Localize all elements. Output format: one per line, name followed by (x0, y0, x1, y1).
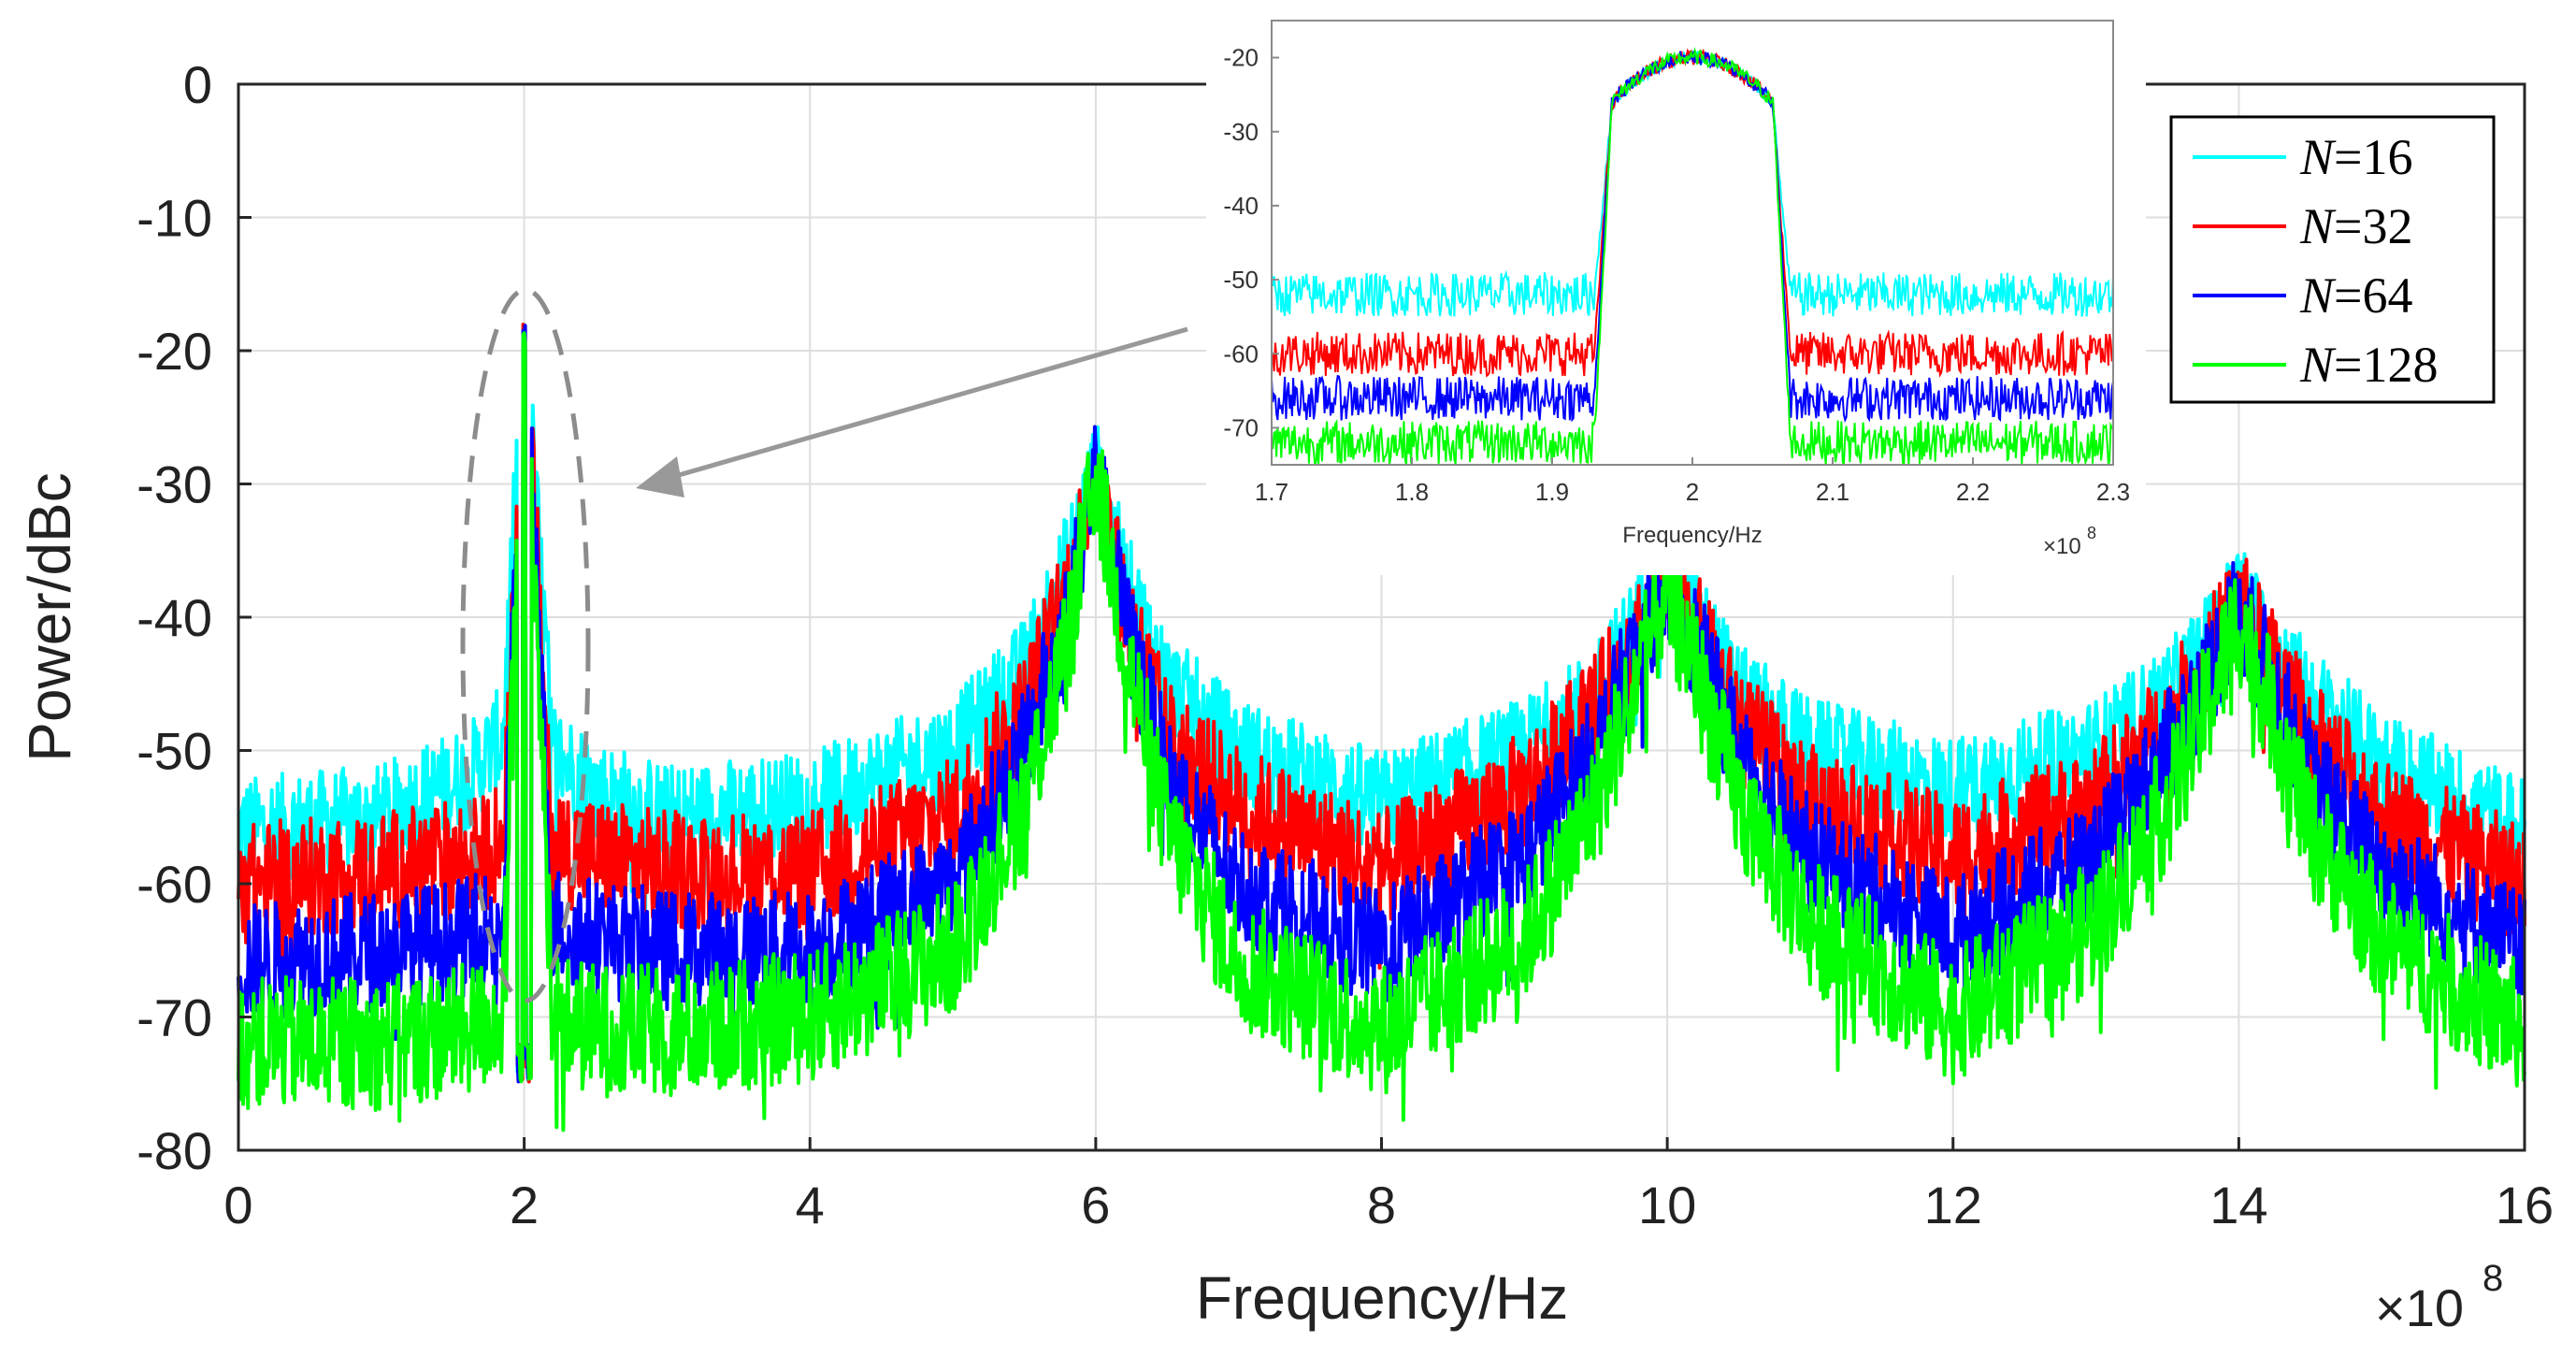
inset-x-axis-label: Frequency/Hz (1622, 523, 1762, 548)
inset-x-ticks: 1.7 1.8 1.9 2 2.1 2.2 2.3 (1255, 457, 2130, 506)
y-tick-label: -30 (137, 455, 212, 514)
inset-x-tick-label: 1.8 (1395, 478, 1429, 506)
main-x-multiplier-base: ×10 (2375, 1278, 2464, 1337)
y-tick-label: -60 (137, 855, 212, 914)
inset-x-multiplier-exponent: 8 (2087, 524, 2096, 542)
inset-x-tick-label: 1.9 (1535, 478, 1569, 506)
main-x-axis-label: Frequency/Hz (1196, 1264, 1568, 1332)
inset-y-tick-label: -70 (1223, 413, 1259, 441)
y-tick-label: -70 (137, 988, 212, 1047)
inset-x-tick-label: 2.3 (2096, 478, 2130, 506)
y-tick-label: -80 (137, 1121, 212, 1180)
x-tick-label: 10 (1638, 1176, 1696, 1234)
inset-y-tick-label: -40 (1223, 192, 1259, 220)
inset-y-tick-label: -30 (1223, 118, 1259, 146)
inset-series-group (1271, 47, 2114, 467)
y-tick-label: -20 (137, 322, 212, 381)
legend-entry: N=32 (2193, 198, 2413, 254)
y-tick-label: -10 (137, 189, 212, 248)
legend-entry: N=128 (2193, 337, 2439, 393)
x-tick-label: 4 (796, 1176, 825, 1234)
series-line-n128 (237, 331, 2526, 1132)
y-tick-label: 0 (183, 55, 212, 114)
series-line-n32 (237, 323, 2526, 1084)
y-tick-label: -50 (137, 722, 212, 781)
inset-x-tick-label: 2.2 (1956, 478, 1990, 506)
inset-x-multiplier-base: ×10 (2043, 534, 2081, 559)
series-line-n64 (237, 324, 2526, 1084)
main-y-axis-label: Power/dBc (16, 472, 83, 761)
x-tick-label: 8 (1367, 1176, 1396, 1234)
legend-entry: N=64 (2193, 267, 2413, 324)
legend-label-n32: N=32 (2299, 198, 2413, 254)
inset-series-line-n16 (1271, 50, 2114, 317)
legend-box (2169, 115, 2496, 404)
main-series-group (237, 323, 2526, 1132)
inset-y-tick-label: -60 (1223, 339, 1259, 368)
x-tick-label: 0 (223, 1176, 252, 1234)
legend-label-n64: N=64 (2299, 267, 2413, 324)
inset-x-tick-label: 1.7 (1255, 478, 1288, 506)
inset-series-line-n64 (1271, 50, 2114, 424)
inset-y-tick-label: -50 (1223, 266, 1259, 294)
x-tick-label: 12 (1924, 1176, 1982, 1234)
inset-x-tick-label: 2 (1686, 478, 1699, 506)
inset-y-tick-label: -20 (1223, 44, 1259, 72)
legend: N=16 N=32 N=64 N=128 (2169, 115, 2496, 404)
zoom-arrow (636, 326, 1188, 498)
inset-series-line-n128 (1271, 47, 2114, 467)
inset-x-tick-label: 2.1 (1816, 478, 1849, 506)
main-x-multiplier-exponent: 8 (2482, 1258, 2503, 1299)
x-tick-label: 6 (1081, 1176, 1110, 1234)
inset-plot-area (1272, 21, 2113, 465)
x-tick-label: 16 (2496, 1176, 2554, 1234)
inset-plot: 1.7 1.8 1.9 2 2.1 2.2 2.3 -20 -30 -40 -50 -60 -70 F… (1206, 14, 2146, 575)
y-tick-label: -40 (137, 588, 212, 647)
inset-y-ticks: -20 -30 -40 -50 -60 -70 (1223, 44, 1279, 441)
legend-label-n128: N=128 (2299, 337, 2439, 393)
highlight-ellipse (460, 287, 591, 1003)
legend-entry: N=16 (2193, 129, 2413, 185)
x-tick-label: 2 (510, 1176, 539, 1234)
inset-x-multiplier: ×10 8 (2043, 524, 2096, 559)
main-x-ticks: 0 2 4 6 8 10 12 14 16 (223, 1137, 2554, 1234)
x-tick-label: 14 (2209, 1176, 2267, 1234)
main-x-multiplier: ×10 8 (2375, 1258, 2503, 1337)
legend-label-n16: N=16 (2299, 129, 2413, 185)
main-y-ticks: 0 -10 -20 -30 -40 -50 -60 -70 -80 (137, 55, 252, 1180)
